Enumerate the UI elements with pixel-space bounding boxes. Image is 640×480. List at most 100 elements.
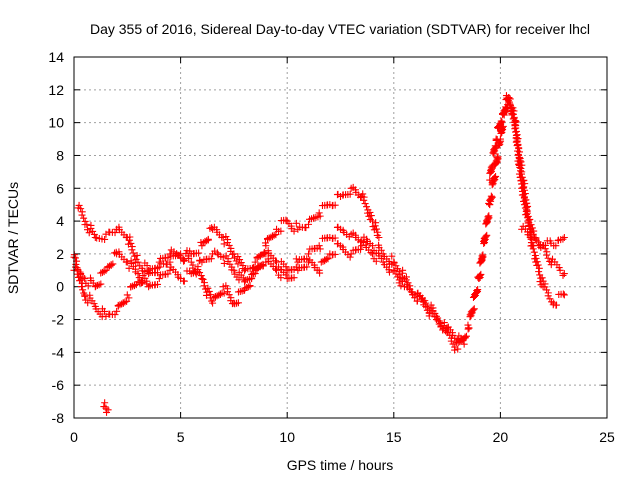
- data-point-marker: [460, 340, 468, 348]
- data-points: [70, 92, 568, 416]
- y-tick-label: 14: [48, 49, 64, 65]
- data-point-marker: [361, 200, 369, 208]
- data-point-marker: [198, 275, 206, 283]
- data-point-marker: [186, 247, 194, 255]
- data-point-marker: [261, 239, 269, 247]
- data-point-marker: [225, 291, 233, 299]
- data-point-marker: [198, 242, 206, 250]
- data-point-marker: [79, 286, 87, 294]
- data-point-marker: [390, 267, 398, 275]
- data-point-marker: [145, 266, 153, 274]
- data-point-marker: [476, 271, 484, 279]
- data-point-marker: [98, 268, 106, 276]
- data-point-marker: [244, 283, 252, 291]
- data-point-marker: [313, 244, 321, 252]
- data-point-marker: [216, 290, 224, 298]
- data-point-marker: [488, 162, 496, 170]
- data-point-marker: [535, 268, 543, 276]
- data-point-marker: [492, 143, 500, 151]
- data-point-marker: [234, 253, 242, 261]
- data-point-marker: [516, 163, 524, 171]
- data-point-marker: [231, 254, 239, 262]
- data-point-marker: [537, 281, 545, 289]
- data-point-marker: [260, 250, 268, 258]
- data-point-marker: [397, 282, 405, 290]
- data-point-marker: [559, 290, 567, 298]
- data-point-marker: [449, 340, 457, 348]
- data-point-marker: [331, 234, 339, 242]
- data-point-marker: [363, 203, 371, 211]
- data-point-marker: [175, 251, 183, 259]
- data-point-marker: [512, 127, 520, 135]
- data-point-marker: [128, 246, 136, 254]
- data-point-marker: [372, 225, 380, 233]
- data-point-marker: [143, 280, 151, 288]
- data-point-marker: [133, 251, 141, 259]
- data-point-marker: [377, 254, 385, 262]
- data-point-marker: [531, 251, 539, 259]
- data-point-marker: [509, 104, 517, 112]
- data-point-marker: [487, 192, 495, 200]
- data-point-marker: [93, 281, 101, 289]
- data-point-marker: [459, 337, 467, 345]
- data-point-marker: [166, 250, 174, 258]
- data-point-marker: [372, 257, 380, 265]
- data-point-marker: [371, 222, 379, 230]
- data-point-marker: [544, 254, 552, 262]
- data-point-marker: [324, 254, 332, 262]
- data-point-marker: [89, 227, 97, 235]
- data-point-marker: [84, 299, 92, 307]
- data-point-marker: [451, 346, 459, 354]
- data-point-marker: [132, 259, 140, 267]
- data-point-marker: [277, 227, 285, 235]
- data-point-marker: [71, 254, 79, 262]
- data-point-marker: [78, 283, 86, 291]
- data-point-marker: [236, 256, 244, 264]
- data-point-marker: [263, 235, 271, 243]
- x-tick-label: 20: [493, 429, 509, 445]
- data-point-marker: [204, 235, 212, 243]
- x-tick-label: 25: [599, 429, 615, 445]
- data-point-marker: [505, 94, 513, 102]
- data-point-marker: [282, 216, 290, 224]
- data-point-marker: [331, 250, 339, 258]
- data-point-marker: [316, 269, 324, 277]
- data-point-marker: [392, 270, 400, 278]
- data-point-marker: [217, 253, 225, 261]
- data-point-marker: [222, 282, 230, 290]
- data-point-marker: [399, 277, 407, 285]
- data-point-marker: [388, 260, 396, 268]
- data-point-marker: [207, 255, 215, 263]
- grid: [74, 57, 607, 418]
- data-point-marker: [122, 258, 130, 266]
- data-point-marker: [303, 263, 311, 271]
- data-point-marker: [163, 260, 171, 268]
- data-point-marker: [107, 261, 115, 269]
- data-point-marker: [482, 232, 490, 240]
- data-point-marker: [530, 248, 538, 256]
- data-point-marker: [483, 231, 491, 239]
- data-point-marker: [515, 160, 523, 168]
- data-point-marker: [125, 264, 133, 272]
- data-point-marker: [125, 236, 133, 244]
- data-point-marker: [143, 262, 151, 270]
- axis-ticks: 0 5 10 15 20 25 -8 -6 -4 -2 0 2 4 6 8 10 12 14: [48, 49, 615, 445]
- data-point-marker: [322, 255, 330, 263]
- data-point-marker: [302, 224, 310, 232]
- data-point-marker: [506, 95, 514, 103]
- data-point-marker: [111, 311, 119, 319]
- data-point-marker: [493, 154, 501, 162]
- data-point-marker: [220, 259, 228, 267]
- data-point-marker: [164, 254, 172, 262]
- y-tick-label: -6: [52, 377, 65, 393]
- data-point-marker: [541, 241, 549, 249]
- data-point-marker: [75, 201, 83, 209]
- data-point-marker: [528, 224, 536, 232]
- data-point-marker: [174, 273, 182, 281]
- data-point-marker: [251, 258, 259, 266]
- data-point-marker: [485, 212, 493, 220]
- data-point-marker: [394, 273, 402, 281]
- data-point-marker: [81, 221, 89, 229]
- data-point-marker: [256, 251, 264, 259]
- data-point-marker: [235, 276, 243, 284]
